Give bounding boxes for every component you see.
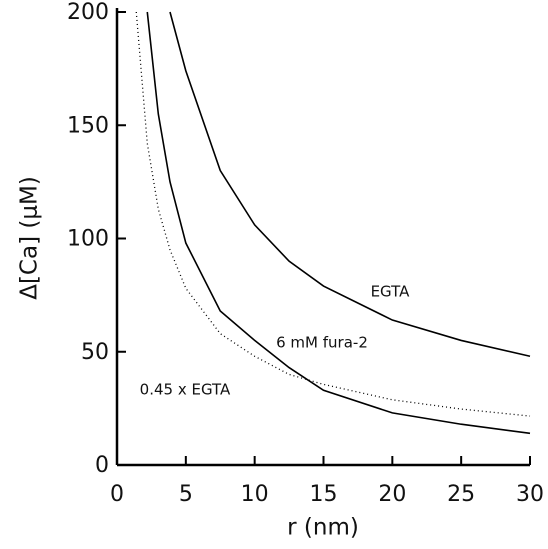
x-tick-label: 20 [378,482,406,507]
x-tick-label: 10 [241,482,269,507]
series-label: EGTA [371,283,411,301]
y-tick-label: 50 [81,340,109,365]
y-tick-label: 100 [67,227,109,252]
series-line [169,11,531,358]
y-tick-label: 0 [95,453,109,478]
x-tick-label: 25 [447,482,475,507]
x-tick-label: 15 [310,482,338,507]
x-tick-label: 0 [110,482,124,507]
y-tick-label: 200 [67,0,109,25]
x-tick-label: 5 [179,482,193,507]
y-tick-label: 150 [67,113,109,138]
series-label: 0.45 x EGTA [140,381,231,399]
series-line [135,11,531,417]
series-line [146,11,531,435]
series-label: 6 mM fura-2 [276,334,368,352]
y-axis-title: Δ[Ca] (μM) [17,176,43,300]
x-tick-label: 30 [516,482,544,507]
x-axis-title: r (nm) [287,515,359,541]
